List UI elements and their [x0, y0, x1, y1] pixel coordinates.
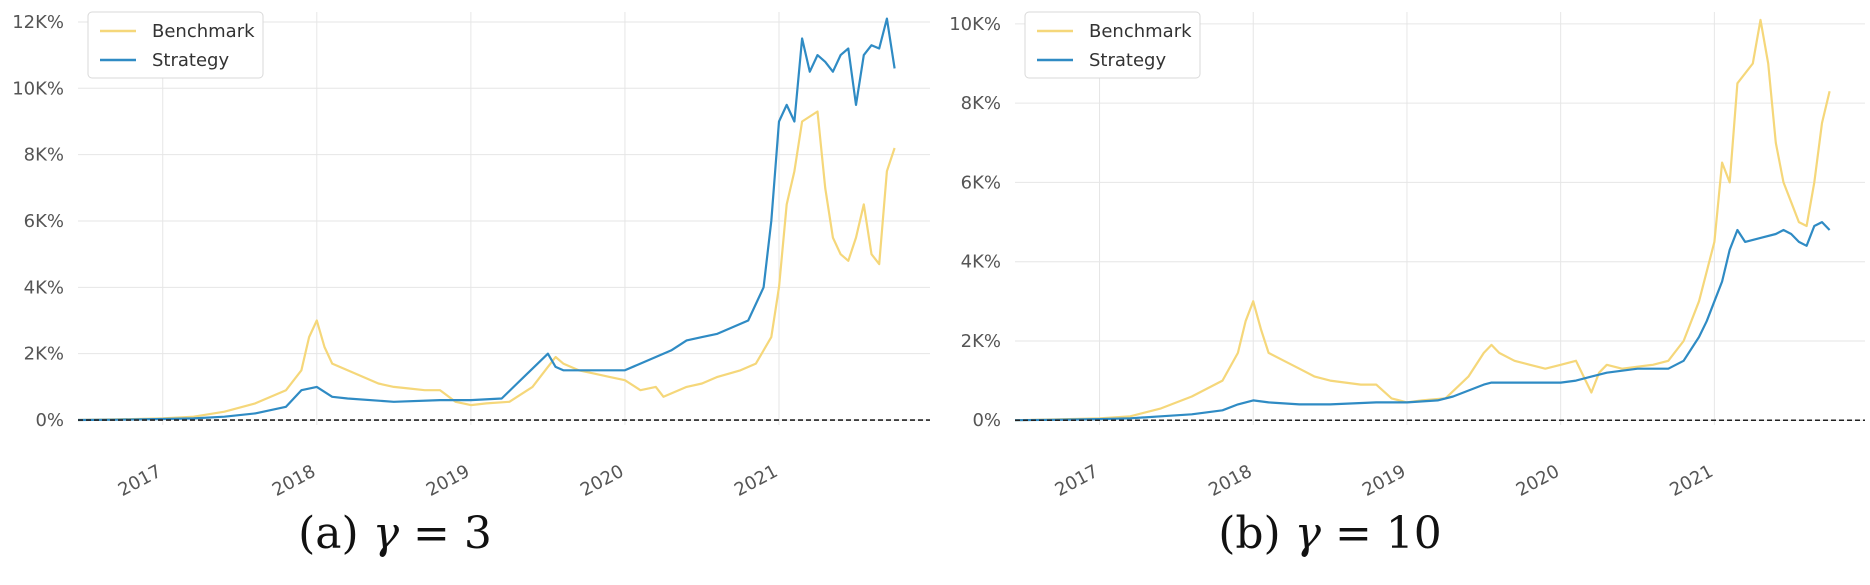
legend-box	[87, 11, 264, 79]
series-line-strategy	[77, 17, 896, 422]
panel-a-y-tick-labels: 0% 2K% 4K% 6K% 8K% 10K% 12K%	[12, 12, 64, 431]
x-tick-label: 2017	[115, 461, 165, 501]
legend-label-benchmark: Benchmark	[152, 21, 255, 42]
series-line-benchmark	[77, 110, 896, 422]
legend-label-benchmark: Benchmark	[1089, 21, 1192, 42]
panel-b-y-tick-labels: 0% 2K% 4K% 6K% 8K% 10K%	[949, 14, 1001, 431]
caption-value: = 3	[399, 508, 492, 559]
y-tick-label: 4K%	[24, 277, 64, 298]
y-tick-label: 10K%	[949, 14, 1001, 35]
x-tick-label: 2021	[1666, 461, 1716, 501]
caption-gamma-symbol: γ	[1295, 508, 1322, 559]
y-tick-label: 4K%	[961, 252, 1001, 273]
legend-box	[1024, 11, 1201, 79]
x-tick-label: 2019	[1359, 461, 1409, 501]
y-tick-label: 8K%	[961, 93, 1001, 114]
caption-value: = 10	[1321, 508, 1442, 559]
series-line-strategy	[1014, 221, 1831, 422]
panel-b-legend: Benchmark Strategy	[1024, 11, 1201, 79]
caption-prefix: (a)	[298, 508, 373, 559]
y-tick-label: 10K%	[12, 78, 64, 99]
caption-gamma-symbol: γ	[373, 508, 400, 559]
x-tick-label: 2019	[423, 461, 473, 501]
x-tick-label: 2020	[577, 461, 627, 501]
y-tick-label: 0%	[35, 410, 64, 431]
panel-b: 0%2K%4K%6K%8K%10K% 2017 2018 2019 2020 2021 …	[949, 11, 1865, 559]
panel-a-legend: Benchmark Strategy	[87, 11, 264, 79]
x-tick-label: 2020	[1513, 461, 1563, 501]
panel-b-x-tick-labels: 2017 2018 2019 2020 2021	[1052, 461, 1717, 501]
x-tick-label: 2018	[269, 461, 319, 501]
y-tick-label: 6K%	[961, 172, 1001, 193]
y-tick-label: 8K%	[24, 145, 64, 166]
y-tick-label: 6K%	[24, 211, 64, 232]
caption-prefix: (b)	[1218, 508, 1294, 559]
panel-a-series	[77, 17, 896, 422]
panel-b-series	[1014, 18, 1831, 422]
panel-a: 0%2K%4K%6K%8K%10K%12K% 2017 2018 2019 2020 2…	[12, 11, 930, 559]
x-tick-label: 2021	[731, 461, 781, 501]
legend-label-strategy: Strategy	[1089, 50, 1166, 71]
panel-a-caption: (a) γ = 3	[298, 508, 492, 559]
y-tick-label: 2K%	[961, 331, 1001, 352]
y-tick-label: 12K%	[12, 12, 64, 33]
y-tick-label: 2K%	[24, 344, 64, 365]
panel-b-caption: (b) γ = 10	[1218, 508, 1442, 559]
series-line-benchmark	[1014, 18, 1831, 422]
legend-label-strategy: Strategy	[152, 50, 229, 71]
panel-a-x-tick-labels: 2017 2018 2019 2020 2021	[115, 461, 782, 501]
x-tick-label: 2017	[1052, 461, 1102, 501]
y-tick-label: 0%	[972, 410, 1001, 431]
x-tick-label: 2018	[1205, 461, 1255, 501]
